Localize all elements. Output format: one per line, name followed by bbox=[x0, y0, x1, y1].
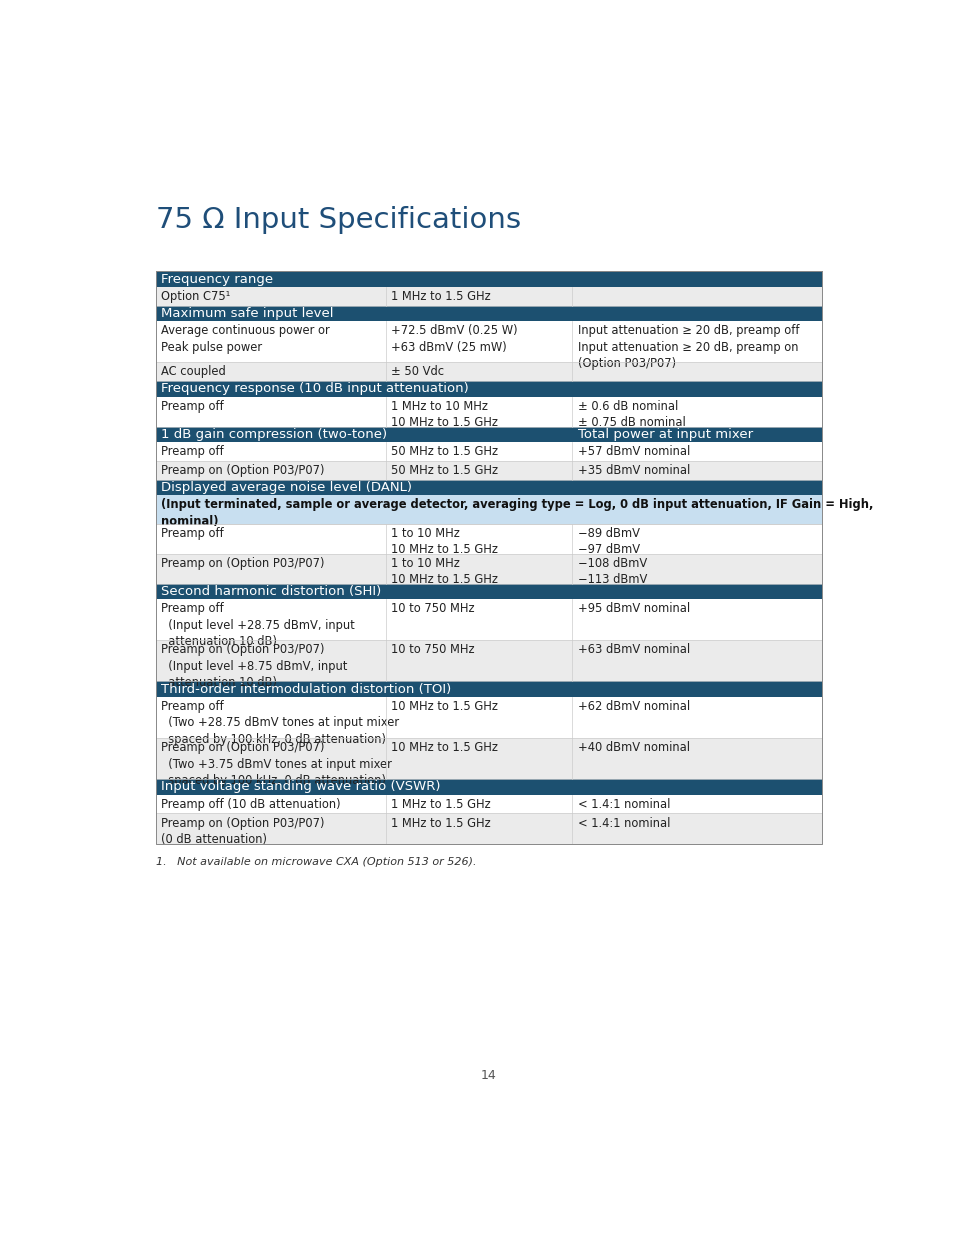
Bar bbox=[155, 697, 821, 739]
Text: Second harmonic distortion (SHI): Second harmonic distortion (SHI) bbox=[161, 585, 381, 598]
Bar bbox=[155, 306, 821, 321]
Bar bbox=[155, 640, 821, 682]
Text: 1 MHz to 1.5 GHz: 1 MHz to 1.5 GHz bbox=[391, 290, 490, 303]
Bar bbox=[155, 321, 821, 362]
Text: Preamp off
  (Input level +28.75 dBmV, input
  attenuation 10 dB): Preamp off (Input level +28.75 dBmV, inp… bbox=[161, 603, 355, 648]
Text: Preamp off: Preamp off bbox=[161, 400, 224, 412]
Text: 1.   Not available on microwave CXA (Option 513 or 526).: 1. Not available on microwave CXA (Optio… bbox=[155, 857, 476, 867]
Text: 50 MHz to 1.5 GHz: 50 MHz to 1.5 GHz bbox=[391, 445, 497, 458]
Text: 10 to 750 MHz: 10 to 750 MHz bbox=[391, 603, 474, 615]
Text: Frequency range: Frequency range bbox=[161, 273, 273, 285]
Bar bbox=[155, 682, 821, 697]
Text: Preamp on (Option P03/P07): Preamp on (Option P03/P07) bbox=[161, 557, 324, 569]
Bar bbox=[155, 442, 821, 461]
Text: Maximum safe input level: Maximum safe input level bbox=[161, 306, 334, 320]
Text: Third-order intermodulation distortion (TOI): Third-order intermodulation distortion (… bbox=[161, 683, 451, 695]
Bar bbox=[155, 272, 821, 287]
Text: Preamp on (Option P03/P07)
  (Input level +8.75 dBmV, input
  attenuation 10 dB): Preamp on (Option P03/P07) (Input level … bbox=[161, 643, 347, 689]
Text: < 1.4:1 nominal: < 1.4:1 nominal bbox=[578, 798, 669, 810]
Text: +40 dBmV nominal: +40 dBmV nominal bbox=[578, 741, 689, 755]
Text: Input voltage standing wave ratio (VSWR): Input voltage standing wave ratio (VSWR) bbox=[161, 781, 440, 793]
Text: < 1.4:1 nominal: < 1.4:1 nominal bbox=[578, 816, 669, 830]
Bar bbox=[155, 287, 821, 306]
Text: Average continuous power or
Peak pulse power: Average continuous power or Peak pulse p… bbox=[161, 324, 330, 353]
Bar bbox=[155, 479, 821, 495]
Text: Preamp off
  (Two +28.75 dBmV tones at input mixer
  spaced by 100 kHz, 0 dB att: Preamp off (Two +28.75 dBmV tones at inp… bbox=[161, 700, 398, 746]
Text: 1 MHz to 1.5 GHz: 1 MHz to 1.5 GHz bbox=[391, 816, 490, 830]
Bar bbox=[155, 524, 821, 553]
Bar bbox=[155, 814, 821, 844]
Text: −108 dBmV
−113 dBmV: −108 dBmV −113 dBmV bbox=[578, 557, 646, 587]
Text: Preamp on (Option P03/P07)
  (Two +3.75 dBmV tones at input mixer
  spaced by 10: Preamp on (Option P03/P07) (Two +3.75 dB… bbox=[161, 741, 392, 787]
Bar bbox=[155, 794, 821, 814]
Text: 10 to 750 MHz: 10 to 750 MHz bbox=[391, 643, 474, 656]
Text: 1 to 10 MHz
10 MHz to 1.5 GHz: 1 to 10 MHz 10 MHz to 1.5 GHz bbox=[391, 526, 497, 556]
Text: +63 dBmV nominal: +63 dBmV nominal bbox=[578, 643, 689, 656]
Bar bbox=[155, 495, 821, 524]
Text: +72.5 dBmV (0.25 W)
+63 dBmV (25 mW): +72.5 dBmV (0.25 W) +63 dBmV (25 mW) bbox=[391, 324, 517, 353]
Bar bbox=[155, 396, 821, 426]
Text: (Input terminated, sample or average detector, averaging type = Log, 0 dB input : (Input terminated, sample or average det… bbox=[161, 498, 873, 527]
Text: 1 dB gain compression (two-tone): 1 dB gain compression (two-tone) bbox=[161, 427, 387, 441]
Bar bbox=[155, 553, 821, 584]
Text: 1 to 10 MHz
10 MHz to 1.5 GHz: 1 to 10 MHz 10 MHz to 1.5 GHz bbox=[391, 557, 497, 587]
Bar bbox=[155, 362, 821, 382]
Bar bbox=[155, 584, 821, 599]
Text: 10 MHz to 1.5 GHz: 10 MHz to 1.5 GHz bbox=[391, 700, 497, 713]
Text: Input attenuation ≥ 20 dB, preamp off
Input attenuation ≥ 20 dB, preamp on
(Opti: Input attenuation ≥ 20 dB, preamp off In… bbox=[578, 324, 799, 370]
Text: 50 MHz to 1.5 GHz: 50 MHz to 1.5 GHz bbox=[391, 464, 497, 477]
Text: Preamp off: Preamp off bbox=[161, 445, 224, 458]
Text: ± 50 Vdc: ± 50 Vdc bbox=[391, 366, 444, 378]
Text: 10 MHz to 1.5 GHz: 10 MHz to 1.5 GHz bbox=[391, 741, 497, 755]
Text: Preamp off (10 dB attenuation): Preamp off (10 dB attenuation) bbox=[161, 798, 340, 810]
Text: +95 dBmV nominal: +95 dBmV nominal bbox=[578, 603, 689, 615]
Bar bbox=[155, 426, 821, 442]
Text: Preamp off: Preamp off bbox=[161, 526, 224, 540]
Bar bbox=[155, 272, 821, 844]
Bar bbox=[155, 779, 821, 794]
Text: 14: 14 bbox=[480, 1070, 497, 1082]
Bar bbox=[155, 739, 821, 779]
Text: Displayed average noise level (DANL): Displayed average noise level (DANL) bbox=[161, 480, 412, 494]
Text: +62 dBmV nominal: +62 dBmV nominal bbox=[578, 700, 689, 713]
Text: AC coupled: AC coupled bbox=[161, 366, 226, 378]
Text: 1 MHz to 1.5 GHz: 1 MHz to 1.5 GHz bbox=[391, 798, 490, 810]
Text: Frequency response (10 dB input attenuation): Frequency response (10 dB input attenuat… bbox=[161, 383, 468, 395]
Text: +35 dBmV nominal: +35 dBmV nominal bbox=[578, 464, 689, 477]
Text: ± 0.6 dB nominal
± 0.75 dB nominal: ± 0.6 dB nominal ± 0.75 dB nominal bbox=[578, 400, 684, 429]
Text: 1 MHz to 10 MHz
10 MHz to 1.5 GHz: 1 MHz to 10 MHz 10 MHz to 1.5 GHz bbox=[391, 400, 497, 429]
Text: −89 dBmV
−97 dBmV: −89 dBmV −97 dBmV bbox=[578, 526, 639, 556]
Bar bbox=[155, 382, 821, 396]
Text: Preamp on (Option P03/P07)
(0 dB attenuation): Preamp on (Option P03/P07) (0 dB attenua… bbox=[161, 816, 324, 846]
Text: 75 Ω Input Specifications: 75 Ω Input Specifications bbox=[155, 206, 520, 233]
Bar bbox=[155, 599, 821, 640]
Text: Option C75¹: Option C75¹ bbox=[161, 290, 230, 303]
Text: Preamp on (Option P03/P07): Preamp on (Option P03/P07) bbox=[161, 464, 324, 477]
Bar bbox=[155, 461, 821, 479]
Text: Total power at input mixer: Total power at input mixer bbox=[578, 427, 752, 441]
Text: +57 dBmV nominal: +57 dBmV nominal bbox=[578, 445, 689, 458]
